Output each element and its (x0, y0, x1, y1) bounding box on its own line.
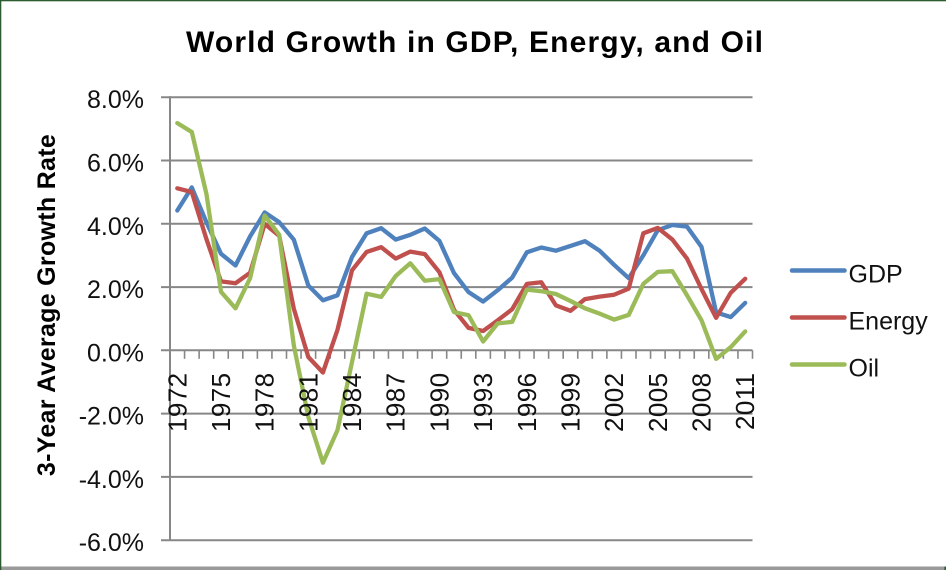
svg-text:1981: 1981 (293, 373, 323, 432)
svg-text:1996: 1996 (512, 373, 542, 432)
svg-text:GDP: GDP (849, 261, 903, 289)
svg-text:1987: 1987 (381, 373, 411, 432)
svg-text:2.0%: 2.0% (87, 276, 144, 304)
svg-text:1984: 1984 (337, 373, 367, 432)
svg-text:2002: 2002 (599, 373, 629, 432)
svg-text:-4.0%: -4.0% (79, 466, 144, 494)
svg-text:4.0%: 4.0% (87, 213, 144, 241)
svg-text:1990: 1990 (424, 373, 454, 432)
svg-text:1993: 1993 (468, 372, 498, 431)
svg-text:2008: 2008 (687, 373, 717, 432)
svg-text:6.0%: 6.0% (87, 150, 144, 178)
svg-text:-6.0%: -6.0% (79, 529, 144, 557)
svg-text:1999: 1999 (556, 373, 586, 432)
svg-text:World Growth in GDP, Energy, a: World Growth in GDP, Energy, and Oil (186, 26, 764, 59)
svg-text:0.0%: 0.0% (87, 339, 144, 367)
svg-text:8.0%: 8.0% (87, 86, 144, 114)
svg-text:2011: 2011 (730, 373, 760, 431)
svg-text:Oil: Oil (849, 355, 880, 383)
svg-text:1978: 1978 (250, 373, 280, 432)
svg-text:1972: 1972 (162, 373, 192, 432)
svg-text:-2.0%: -2.0% (79, 403, 144, 431)
svg-text:1975: 1975 (206, 373, 236, 432)
svg-text:2005: 2005 (643, 373, 673, 432)
svg-text:3-Year Average Growth Rate: 3-Year Average Growth Rate (33, 134, 61, 476)
svg-text:Energy: Energy (849, 308, 929, 336)
